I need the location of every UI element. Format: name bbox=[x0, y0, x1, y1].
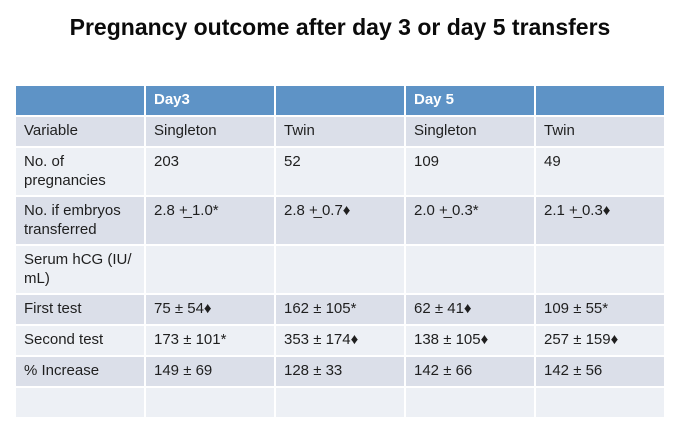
table-cell: 138 ± 105♦ bbox=[404, 324, 536, 357]
table-cell: 2.1 +̲ 0.3♦ bbox=[534, 195, 666, 246]
header-cell-day3-twin bbox=[274, 84, 406, 117]
row-label: No. if embryos transferred bbox=[14, 195, 146, 246]
table-cell: Twin bbox=[274, 115, 406, 148]
table-cell: 142 ± 66 bbox=[404, 355, 536, 388]
table-row-empty bbox=[14, 386, 666, 419]
table-cell: 203 bbox=[144, 146, 276, 197]
table-row-no-of-pregnancies: No. of pregnancies 203 52 109 49 bbox=[14, 146, 666, 197]
row-label: Variable bbox=[14, 115, 146, 148]
table-cell: 52 bbox=[274, 146, 406, 197]
header-cell-variable bbox=[14, 84, 146, 117]
header-cell-day5-twin bbox=[534, 84, 666, 117]
table-row-first-test: First test 75 ± 54♦ 162 ± 105* 62 ± 41♦ … bbox=[14, 293, 666, 326]
table-cell bbox=[274, 244, 406, 295]
table-cell: 62 ± 41♦ bbox=[404, 293, 536, 326]
table-cell: 109 bbox=[404, 146, 536, 197]
table-cell bbox=[404, 244, 536, 295]
table-cell: Twin bbox=[534, 115, 666, 148]
table-row-serum-hcg: Serum hCG (IU/​mL) bbox=[14, 244, 666, 295]
row-label bbox=[14, 386, 146, 419]
table-row-variable: Variable Singleton Twin Singleton Twin bbox=[14, 115, 666, 148]
row-label: No. of pregnancies bbox=[14, 146, 146, 197]
table-cell: 353 ± 174♦ bbox=[274, 324, 406, 357]
table-cell: 2.8 +̲ 1.0* bbox=[144, 195, 276, 246]
row-label: First test bbox=[14, 293, 146, 326]
page-title: Pregnancy outcome after day 3 or day 5 t… bbox=[69, 14, 611, 40]
table-cell bbox=[534, 244, 666, 295]
table-cell bbox=[274, 386, 406, 419]
table-header-row: Day3 Day 5 bbox=[14, 84, 666, 117]
row-label: Serum hCG (IU/​mL) bbox=[14, 244, 146, 295]
table-row-no-if-embryos: No. if embryos transferred 2.8 +̲ 1.0* 2… bbox=[14, 195, 666, 246]
table-cell bbox=[404, 386, 536, 419]
table-cell: 109 ± 55* bbox=[534, 293, 666, 326]
table-cell: 2.8 +̲ 0.7♦ bbox=[274, 195, 406, 246]
table-cell: 173 ± 101* bbox=[144, 324, 276, 357]
table-cell: 149 ± 69 bbox=[144, 355, 276, 388]
table-cell: Singleton bbox=[404, 115, 536, 148]
table-cell: 257 ± 159♦ bbox=[534, 324, 666, 357]
table-cell: Singleton bbox=[144, 115, 276, 148]
table-cell: 75 ± 54♦ bbox=[144, 293, 276, 326]
row-label: % Increase bbox=[14, 355, 146, 388]
table-cell: 162 ± 105* bbox=[274, 293, 406, 326]
pregnancy-outcome-table: Day3 Day 5 Variable Singleton Twin Singl… bbox=[14, 84, 666, 419]
table-row-second-test: Second test 173 ± 101* 353 ± 174♦ 138 ± … bbox=[14, 324, 666, 357]
table-cell bbox=[144, 244, 276, 295]
table-cell: 49 bbox=[534, 146, 666, 197]
table-cell bbox=[144, 386, 276, 419]
table-cell: 2.0 +̲ 0.3* bbox=[404, 195, 536, 246]
header-cell-day3: Day3 bbox=[144, 84, 276, 117]
table-cell: 128 ± 33 bbox=[274, 355, 406, 388]
row-label: Second test bbox=[14, 324, 146, 357]
table-cell: 142 ± 56 bbox=[534, 355, 666, 388]
table-row-percent-increase: % Increase 149 ± 69 128 ± 33 142 ± 66 14… bbox=[14, 355, 666, 388]
header-cell-day5: Day 5 bbox=[404, 84, 536, 117]
table-cell bbox=[534, 386, 666, 419]
